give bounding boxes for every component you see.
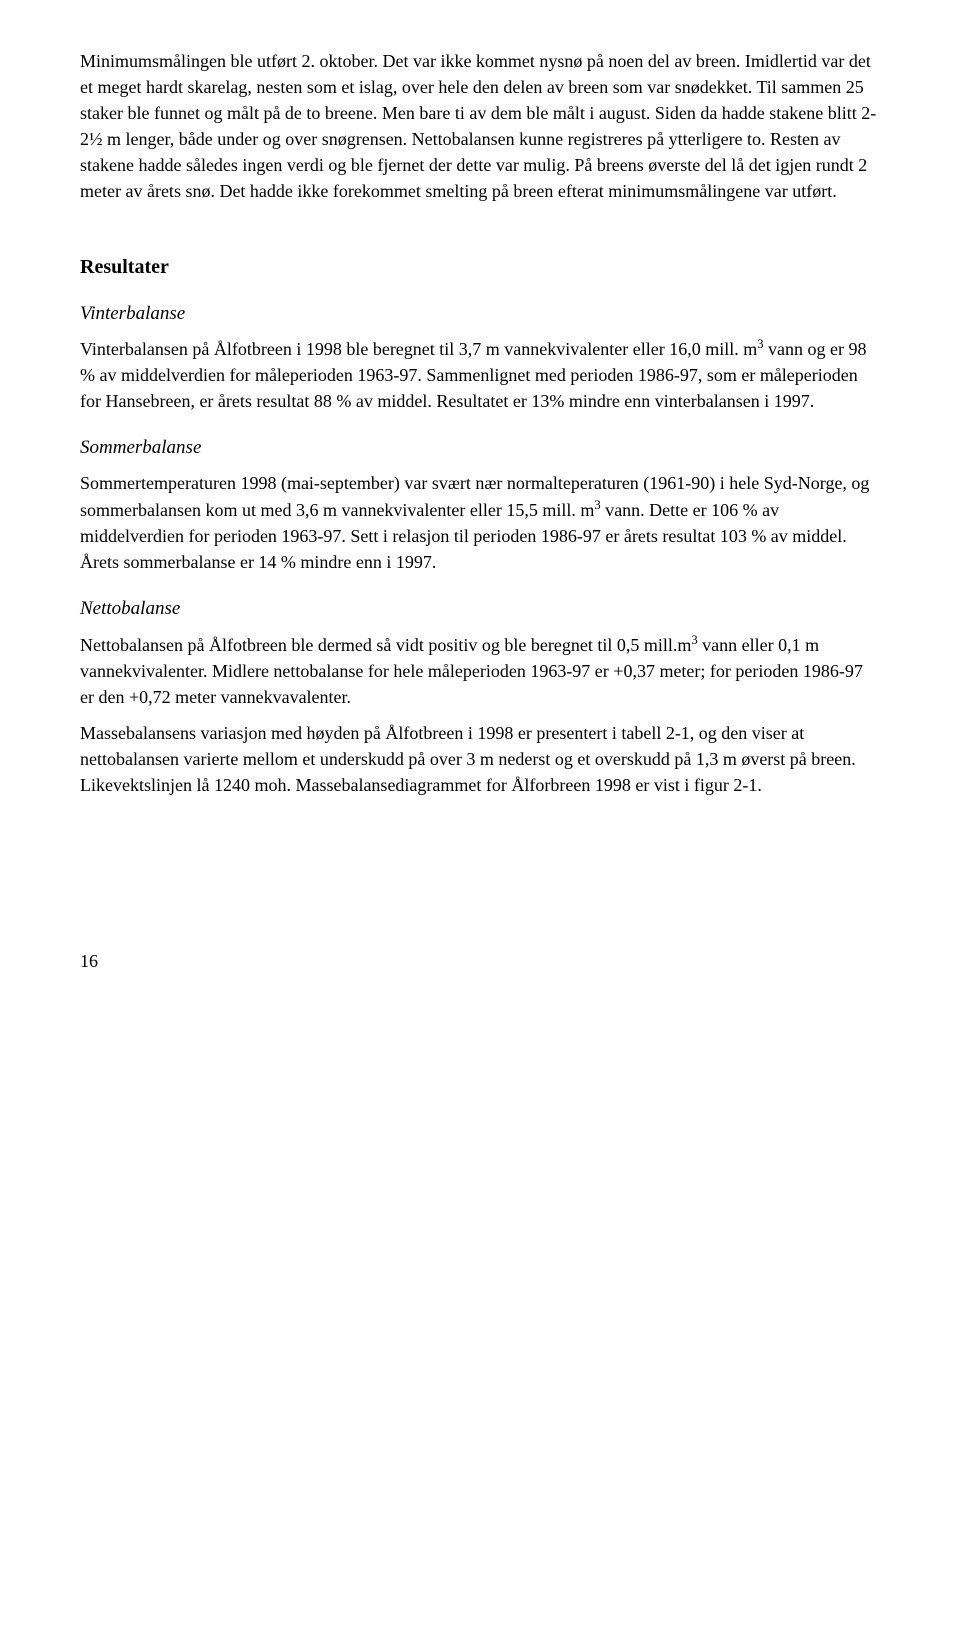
nettobalanse-p1: Nettobalansen på Ålfotbreen ble dermed s… [80,631,880,710]
resultater-heading: Resultater [80,253,880,282]
sommerbalanse-title: Sommerbalanse [80,434,880,462]
sommerbalanse-text: Sommertemperaturen 1998 (mai-september) … [80,470,880,575]
nettobalanse-p2: Massebalansens variasjon med høyden på Å… [80,720,880,798]
vinterbalanse-title: Vinterbalanse [80,300,880,328]
nettobalanse-title: Nettobalanse [80,595,880,623]
vinterbalanse-text: Vinterbalansen på Ålfotbreen i 1998 ble … [80,335,880,414]
intro-paragraph: Minimumsmålingen ble utført 2. oktober. … [80,48,880,205]
sommerbalanse-section: Sommerbalanse Sommertemperaturen 1998 (m… [80,434,880,575]
vinterbalanse-section: Vinterbalanse Vinterbalansen på Ålfotbre… [80,300,880,415]
nettobalanse-section: Nettobalanse Nettobalansen på Ålfotbreen… [80,595,880,798]
page-number: 16 [80,948,880,974]
